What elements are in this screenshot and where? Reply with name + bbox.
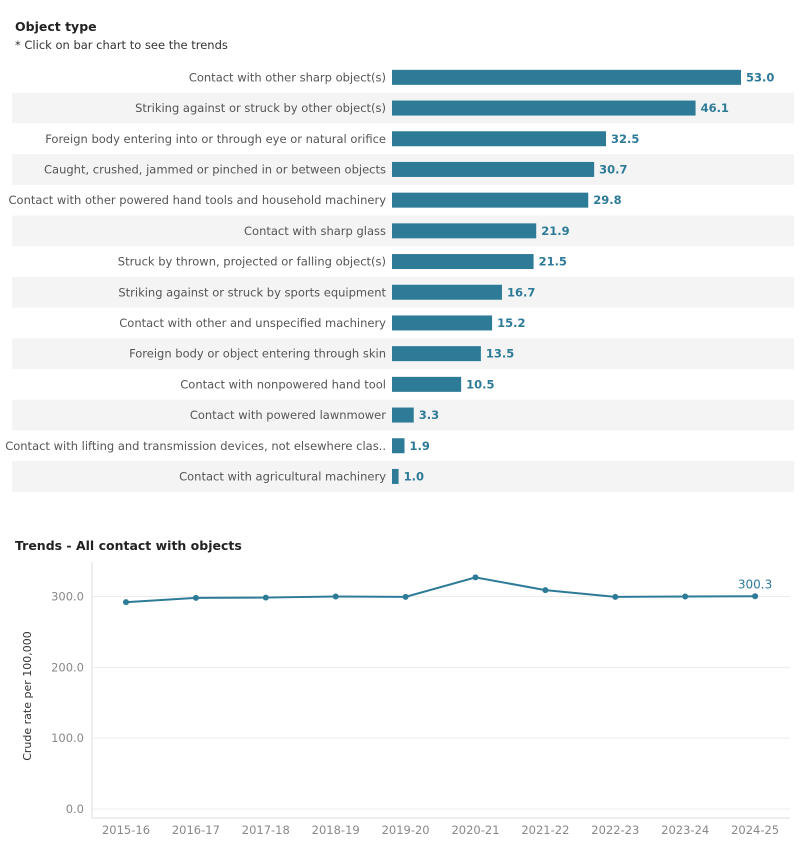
bar-chart-title: Object type <box>15 19 97 34</box>
bar[interactable] <box>392 131 607 147</box>
category-label: Caught, crushed, jammed or pinched in or… <box>44 162 386 176</box>
category-label: Contact with other powered hand tools an… <box>9 193 387 207</box>
data-point[interactable] <box>752 593 759 600</box>
x-tick-label: 2016-17 <box>172 823 220 837</box>
data-point[interactable] <box>192 594 199 601</box>
category-label: Contact with nonpowered hand tool <box>180 377 386 391</box>
object-type-bar-chart[interactable]: Contact with other sharp object(s) 53.0 St… <box>0 0 800 500</box>
data-point[interactable] <box>262 594 269 601</box>
data-point[interactable] <box>472 574 479 581</box>
trend-chart-title: Trends - All contact with objects <box>15 538 242 553</box>
bar-value-label: 46.1 <box>701 101 729 115</box>
bar[interactable] <box>392 100 696 116</box>
category-label: Foreign body or object entering through … <box>129 347 386 361</box>
y-tick-label: 300.0 <box>51 590 84 604</box>
category-label: Striking against or struck by sports equ… <box>118 285 386 299</box>
bar[interactable] <box>392 192 589 208</box>
bar[interactable] <box>392 223 537 239</box>
bar-value-label: 32.5 <box>611 132 639 146</box>
bar-value-label: 30.7 <box>599 162 627 176</box>
x-tick-label: 2017-18 <box>242 823 290 837</box>
category-label: Striking against or struck by other obje… <box>135 101 386 115</box>
data-point[interactable] <box>612 593 619 600</box>
x-tick-label: 2020-21 <box>451 823 499 837</box>
category-label: Foreign body entering into or through ey… <box>45 132 386 146</box>
bar-value-label: 21.9 <box>541 224 569 238</box>
x-tick-label: 2022-23 <box>591 823 639 837</box>
data-point[interactable] <box>332 593 339 600</box>
x-tick-label: 2021-22 <box>521 823 569 837</box>
data-point[interactable] <box>682 593 689 600</box>
bar-value-label: 16.7 <box>507 285 535 299</box>
bar-value-label: 10.5 <box>466 377 494 391</box>
data-point[interactable] <box>542 587 549 594</box>
bar-value-label: 15.2 <box>497 316 525 330</box>
trend-line <box>125 576 756 604</box>
data-point[interactable] <box>123 599 129 606</box>
row-band <box>12 461 794 492</box>
bar[interactable] <box>392 69 741 85</box>
category-label: Contact with sharp glass <box>244 224 386 238</box>
bar[interactable] <box>392 346 481 362</box>
category-label: Struck by thrown, projected or falling o… <box>118 255 386 269</box>
data-point[interactable] <box>402 593 409 600</box>
y-axis-title: Crude rate per 100,000 <box>21 631 34 761</box>
x-tick-label: 2019-20 <box>382 823 430 837</box>
last-point-label: 300.3 <box>738 577 772 591</box>
y-tick-label: 200.0 <box>51 660 84 674</box>
category-label: Contact with other and unspecified machi… <box>119 316 386 330</box>
x-tick-label: 2015-16 <box>102 823 150 837</box>
bar-value-label: 1.0 <box>404 469 424 483</box>
trend-line-chart: 0.0 100.0 200.0 300.0 Crude rate per 100,000… <box>21 562 790 837</box>
bar[interactable] <box>392 438 405 454</box>
x-tick-label: 2018-19 <box>312 823 360 837</box>
bar-value-label: 3.3 <box>419 408 439 422</box>
bar-value-label: 13.5 <box>486 347 514 361</box>
bar[interactable] <box>392 407 414 423</box>
bar[interactable] <box>392 254 534 270</box>
bar-chart-subtitle: * Click on bar chart to see the trends <box>15 38 228 52</box>
category-label: Contact with agricultural machinery <box>179 469 386 483</box>
category-label: Contact with lifting and transmission de… <box>5 439 386 453</box>
category-label: Contact with powered lawnmower <box>190 408 386 422</box>
bar[interactable] <box>392 284 502 300</box>
x-tick-label: 2024-25 <box>731 823 779 837</box>
bar-value-label: 29.8 <box>593 193 621 207</box>
y-tick-label: 0.0 <box>66 802 84 816</box>
y-tick-label: 100.0 <box>51 731 84 745</box>
bar[interactable] <box>392 161 595 177</box>
category-label: Contact with other sharp object(s) <box>189 70 386 84</box>
bar-value-label: 1.9 <box>410 439 430 453</box>
bar-value-label: 53.0 <box>746 70 774 84</box>
bar-value-label: 21.5 <box>539 255 567 269</box>
bar[interactable] <box>392 468 399 484</box>
x-tick-label: 2023-24 <box>661 823 709 837</box>
bar[interactable] <box>392 376 462 392</box>
bar[interactable] <box>392 315 493 331</box>
